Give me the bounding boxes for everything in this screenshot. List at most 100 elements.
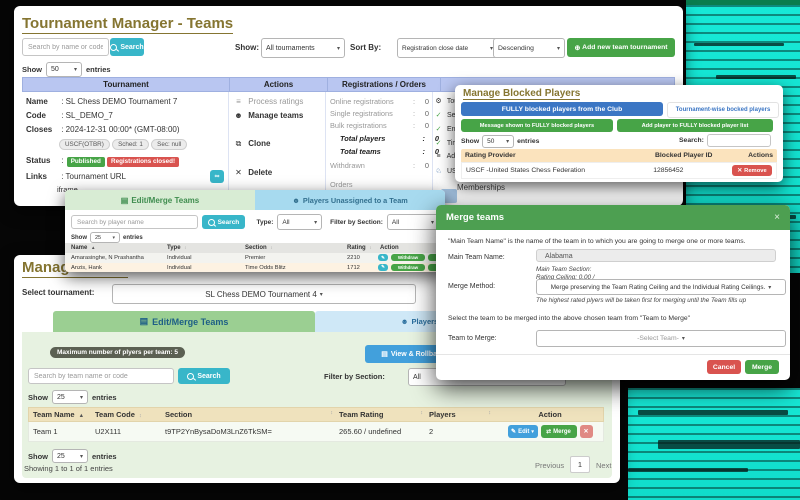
- chevron-down-icon: ▾: [79, 453, 83, 460]
- entries-select[interactable]: 25 ▾: [52, 449, 88, 463]
- tournament-url-link[interactable]: : Tournament URL: [61, 172, 127, 181]
- merge-method-select[interactable]: Merge preserving the Team Rating Ceiling…: [536, 279, 786, 295]
- modal-intro: "Main Team Name" is the name of the team…: [448, 238, 746, 245]
- background-artifact: [638, 410, 788, 415]
- team-code-cell: U2X111: [95, 427, 121, 436]
- column-header-name[interactable]: Name ▲: [71, 245, 96, 251]
- iframe-link-partial[interactable]: iframe: [57, 185, 78, 194]
- add-blocked-player-button[interactable]: Add player to FULLY blocked player list: [617, 119, 773, 132]
- column-header-tournament[interactable]: Tournament: [23, 78, 230, 91]
- add-team-tournament-button[interactable]: ⊕ Add new team tournament: [567, 38, 675, 57]
- withdraw-player-button[interactable]: Withdraw: [391, 263, 425, 271]
- check-icon: ✓: [435, 126, 442, 133]
- type-select[interactable]: All ▾: [277, 214, 323, 230]
- sort-asc-icon: ▲: [78, 413, 85, 419]
- background-teal-window-bottom: [628, 388, 800, 500]
- entries-control: Show 50 ▾ entries: [22, 62, 111, 77]
- column-header-rating-provider[interactable]: Rating Provider: [465, 152, 516, 159]
- sort-field-select[interactable]: Registration close date ▾: [397, 38, 498, 58]
- player-search-input[interactable]: [71, 215, 199, 229]
- reg-row-orders: Orders: [330, 180, 353, 189]
- copy-link-button[interactable]: ∞: [210, 170, 224, 183]
- modal-header: Merge teams ×: [436, 205, 790, 230]
- entries-select[interactable]: 50 ▾: [46, 62, 82, 77]
- knight-icon: ♘: [435, 168, 442, 175]
- sort-order-select[interactable]: Descending ▾: [493, 38, 565, 58]
- message-blocked-players-button[interactable]: Message shown to FULLY blocked players: [461, 119, 613, 132]
- column-header-registrations[interactable]: Registrations / Orders: [328, 78, 441, 91]
- withdraw-player-button[interactable]: Withdraw: [391, 254, 425, 261]
- tab-edit-merge-teams[interactable]: ▤ Edit/Merge Teams: [53, 311, 315, 332]
- tab-players-unassigned[interactable]: ☻ Players Unassigned to a Team: [255, 190, 445, 210]
- chevron-down-icon: ▾: [79, 394, 83, 401]
- column-header-type[interactable]: Type ↕: [167, 245, 187, 251]
- check-icon: ✓: [435, 112, 442, 119]
- column-header-section[interactable]: Section ↕: [165, 410, 333, 419]
- blocked-search-input[interactable]: [707, 134, 771, 147]
- player-search-button[interactable]: Search: [202, 215, 245, 229]
- tab-fully-blocked[interactable]: FULLY blocked players from the Club: [461, 102, 663, 116]
- tournament-select[interactable]: SL Chess DEMO Tournament 4 ▾: [112, 284, 416, 304]
- tournament-links-row: Links : Tournament URL: [26, 172, 127, 181]
- delete-team-button[interactable]: ✕: [579, 425, 593, 438]
- check-icon: ✓: [435, 140, 442, 147]
- search-button[interactable]: Search: [110, 38, 144, 56]
- settings-link-memberships[interactable]: Memberships: [457, 183, 506, 192]
- cancel-button[interactable]: Cancel: [707, 360, 741, 374]
- edit-team-button[interactable]: ✎ Edit ▾: [507, 425, 538, 438]
- pagination-previous[interactable]: Previous: [535, 461, 565, 470]
- tab-tournament-wise-blocked[interactable]: Tournament-wise bocked players: [667, 102, 779, 118]
- team-search-button[interactable]: Search: [178, 368, 230, 384]
- edit-player-button[interactable]: ✎: [378, 254, 388, 261]
- remove-blocked-player-button[interactable]: ✕ Remove: [732, 165, 772, 176]
- sort-by-label: Sort By:: [350, 43, 382, 52]
- column-header-team-rating[interactable]: Team Rating ↕: [339, 410, 423, 419]
- search-icon: [110, 43, 118, 51]
- merge-button[interactable]: Merge: [745, 360, 779, 374]
- player-toolbar: Search Type: All ▾ Filter by Section: Al…: [71, 214, 440, 230]
- pagination-page[interactable]: 1: [570, 456, 590, 473]
- close-icon[interactable]: ×: [774, 212, 780, 223]
- column-header-blocked-id[interactable]: Blocked Player ID: [655, 152, 713, 159]
- select-tournament-label: Select tournament:: [22, 288, 95, 297]
- sched-badge: Sched: 1: [112, 139, 149, 150]
- tab-edit-merge-teams[interactable]: ▤ Edit/Merge Teams: [65, 190, 255, 210]
- merge-team-button[interactable]: ⇄ Merge: [540, 425, 577, 438]
- column-header-rating[interactable]: Rating ↕: [347, 245, 372, 251]
- team-to-merge-select[interactable]: -Select Team- ▾: [536, 330, 786, 347]
- action-process-ratings[interactable]: ≡ Process ratings: [233, 97, 303, 106]
- player-type-cell: Individual: [167, 264, 192, 271]
- sort-icon: ↕: [420, 410, 423, 416]
- background-artifact: [628, 468, 748, 472]
- column-header-team-code[interactable]: Team Code ↕: [95, 410, 142, 419]
- action-delete[interactable]: ✕ Delete: [233, 168, 272, 177]
- blocked-search-label: Search:: [679, 137, 704, 144]
- people-icon: ☻: [400, 317, 409, 326]
- tournament-closes-row: Closes : 2024-12-31 00:00* (GMT-08:00): [26, 125, 180, 134]
- team-search-input[interactable]: [28, 368, 174, 384]
- chevron-down-icon: ▾: [336, 45, 340, 52]
- search-input[interactable]: [22, 38, 109, 56]
- action-manage-teams[interactable]: ☻ Manage teams: [234, 111, 304, 120]
- pagination-next[interactable]: Next: [596, 461, 612, 470]
- entries-select[interactable]: 50 ▾: [482, 135, 515, 148]
- trash-icon: ✕: [583, 429, 589, 435]
- edit-merge-teams-card: ▤ Edit/Merge Teams ☻ Players Unassigned …: [65, 190, 445, 272]
- sort-icon: ↕: [330, 410, 333, 416]
- edit-player-button[interactable]: ✎: [378, 263, 388, 271]
- column-header-section[interactable]: Section ↕: [245, 245, 273, 251]
- show-tournaments-select[interactable]: All tournaments ▾: [261, 38, 345, 58]
- players-table-header: Name ▲ Type ↕ Section ↕ Rating ↕ Action: [65, 243, 445, 253]
- action-clone[interactable]: ⧉ Clone: [233, 139, 271, 149]
- column-header-actions[interactable]: Actions: [230, 78, 328, 91]
- teams-table-header: Team Name ▲ Team Code ↕ Section ↕ Team R…: [28, 407, 604, 422]
- column-header-team-name[interactable]: Team Name ▲: [33, 410, 85, 419]
- entries-select[interactable]: 25 ▾: [90, 232, 120, 243]
- modal-divider: [436, 354, 790, 355]
- filter-section-select[interactable]: All ▾: [386, 214, 440, 230]
- team-actions-cell: ✎ Edit ▾ ⇄ Merge ✕: [497, 425, 603, 438]
- entries-select[interactable]: 25 ▾: [52, 390, 88, 404]
- column-header-players[interactable]: Players ↕: [429, 410, 491, 419]
- reg-row-total-players: Total players : 0: [340, 134, 439, 143]
- background-artifact: [658, 440, 800, 449]
